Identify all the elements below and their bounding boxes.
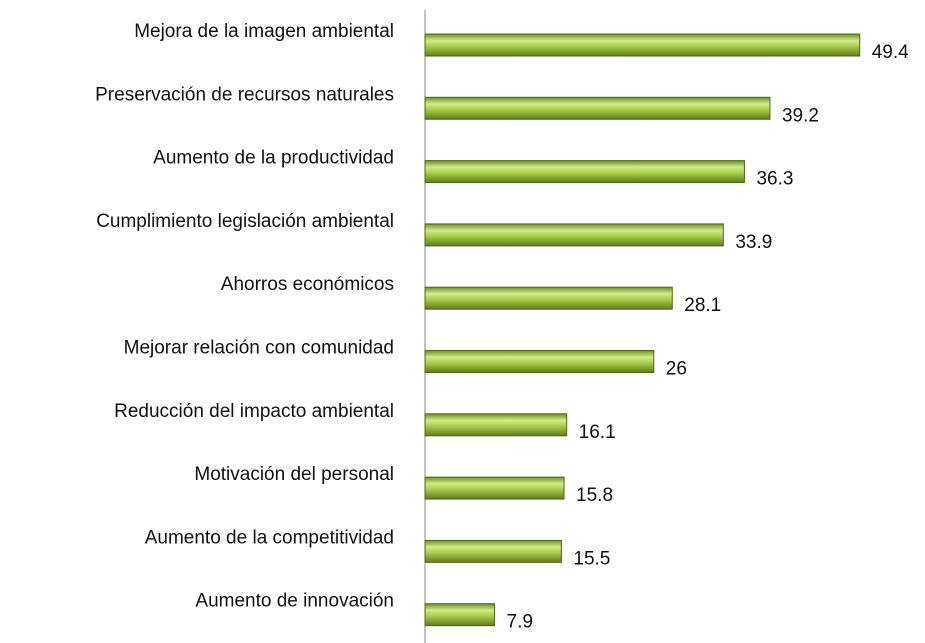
- category-label: Cumplimiento legislación ambiental: [96, 211, 394, 232]
- bar: [424, 476, 565, 500]
- category-label: Aumento de la competitividad: [145, 527, 394, 548]
- bar: [424, 160, 745, 184]
- category-label: Preservación de recursos naturales: [95, 84, 394, 105]
- value-label: 15.8: [576, 485, 613, 506]
- bar: [424, 286, 673, 310]
- category-label: Reducción del impacto ambiental: [114, 401, 394, 422]
- bar: [424, 96, 771, 120]
- value-label: 33.9: [735, 232, 772, 253]
- bar: [424, 603, 496, 627]
- category-label: Aumento de la productividad: [153, 148, 394, 169]
- category-label: Mejorar relación con comunidad: [124, 338, 394, 359]
- value-label: 36.3: [756, 169, 793, 190]
- value-label: 16.1: [579, 422, 616, 443]
- value-label: 26: [666, 359, 687, 380]
- value-label: 15.5: [573, 548, 610, 569]
- category-label: Motivación del personal: [194, 464, 394, 485]
- category-label: Ahorros económicos: [221, 274, 394, 295]
- bar: [424, 33, 861, 57]
- bar: [424, 350, 655, 373]
- value-label: 49.4: [872, 42, 909, 63]
- value-label: 7.9: [507, 612, 533, 633]
- bar: [424, 413, 568, 437]
- category-label: Mejora de la imagen ambiental: [134, 21, 394, 42]
- value-label: 28.1: [684, 295, 721, 316]
- value-label: 39.2: [782, 105, 819, 126]
- bar: [424, 539, 562, 563]
- category-label: Aumento de innovación: [195, 591, 394, 612]
- bar: [424, 223, 724, 247]
